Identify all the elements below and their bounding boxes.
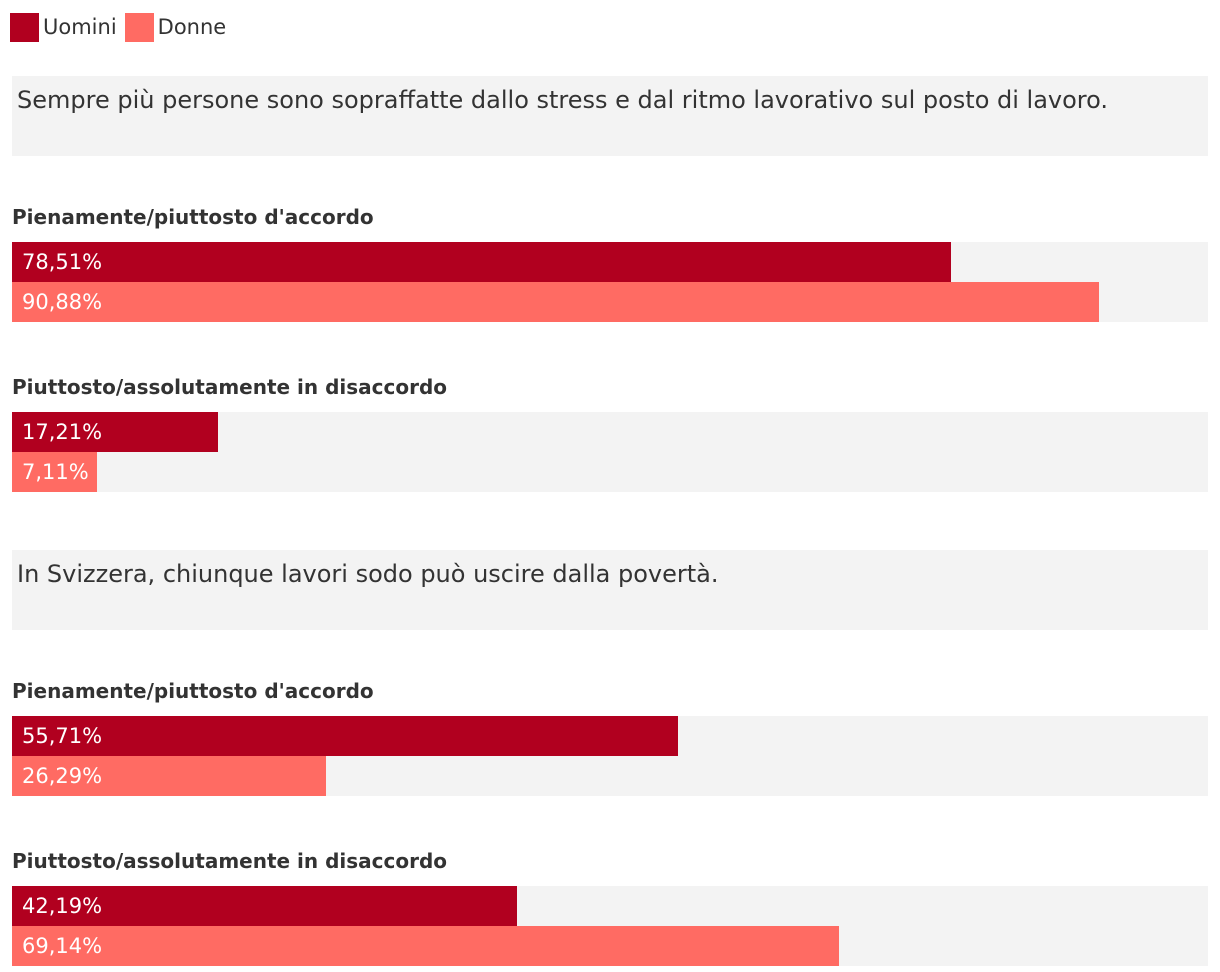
bar-value-men: 17,21% xyxy=(22,420,103,444)
legend-swatch-women xyxy=(124,12,154,42)
group-agree: Pienamente/piuttosto d'accordo 78,51% 90… xyxy=(12,204,1208,322)
bar-track: 55,71% 26,29% xyxy=(12,716,1208,796)
bar-value-women: 7,11% xyxy=(22,460,89,484)
bar-men xyxy=(12,886,517,926)
bar-women xyxy=(12,282,1099,322)
bar-men xyxy=(12,716,678,756)
statement-stress: Sempre più persone sono sopraffatte dall… xyxy=(12,76,1208,156)
chart-stress: Sempre più persone sono sopraffatte dall… xyxy=(12,76,1208,492)
statement-poverty: In Svizzera, chiunque lavori sodo può us… xyxy=(12,550,1208,630)
bar-women xyxy=(12,926,839,966)
bar-value-women: 69,14% xyxy=(22,934,103,958)
legend-swatch-men xyxy=(10,12,39,42)
bar-women xyxy=(12,452,97,492)
bar-value-men: 55,71% xyxy=(22,724,103,748)
legend-label-men: Uomini xyxy=(43,15,117,39)
bar-women xyxy=(12,756,326,796)
group-disagree: Piuttosto/assolutamente in disaccordo 42… xyxy=(12,848,1208,966)
group-agree: Pienamente/piuttosto d'accordo 55,71% 26… xyxy=(12,678,1208,796)
bar-track: 42,19% 69,14% xyxy=(12,886,1208,966)
bar-men xyxy=(12,242,951,282)
bar-value-women: 90,88% xyxy=(22,290,103,314)
group-label-disagree: Piuttosto/assolutamente in disaccordo xyxy=(12,849,448,873)
group-label-agree: Pienamente/piuttosto d'accordo xyxy=(12,679,374,703)
group-label-disagree: Piuttosto/assolutamente in disaccordo xyxy=(12,375,448,399)
bar-track: 78,51% 90,88% xyxy=(12,242,1208,322)
bar-value-men: 42,19% xyxy=(22,894,103,918)
legend-label-women: Donne xyxy=(157,15,227,39)
charts-container: Sempre più persone sono sopraffatte dall… xyxy=(12,76,1208,966)
group-label-agree: Pienamente/piuttosto d'accordo xyxy=(12,205,374,229)
legend-item-women: Donne xyxy=(124,12,227,42)
chart-poverty: In Svizzera, chiunque lavori sodo può us… xyxy=(12,550,1208,966)
bar-men xyxy=(12,412,218,452)
legend: Uomini Donne xyxy=(10,12,234,42)
group-disagree: Piuttosto/assolutamente in disaccordo 17… xyxy=(12,374,1208,492)
bar-track: 17,21% 7,11% xyxy=(12,412,1208,492)
bar-value-men: 78,51% xyxy=(22,250,103,274)
legend-item-men: Uomini xyxy=(10,12,117,42)
bar-value-women: 26,29% xyxy=(22,764,103,788)
